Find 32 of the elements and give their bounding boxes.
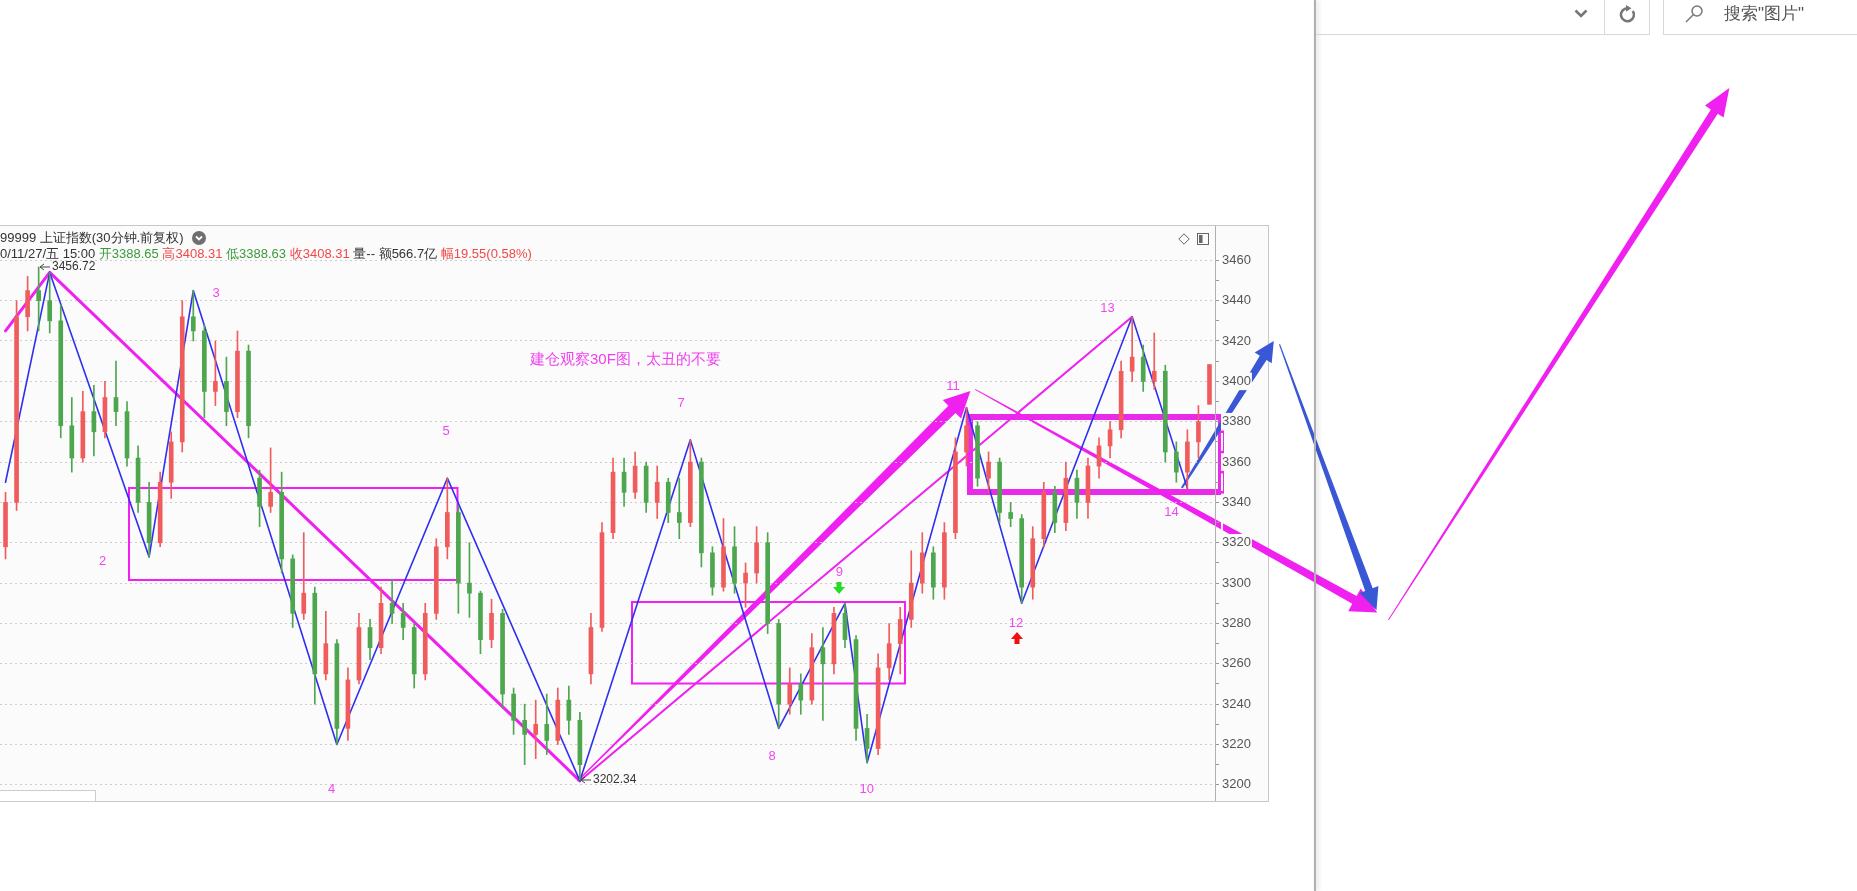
- annotation: 3202.34: [593, 772, 637, 787]
- text: 0/11/27/五 15:00 开3388.65 高3408.31 低3388.63 收3408.31 量-- 额566.7亿 幅19.55(0.58%): [0, 246, 532, 261]
- y-tick-label: 3380: [1222, 413, 1251, 429]
- y-tick-label: 3280: [1222, 615, 1251, 631]
- y-tick-label: 3200: [1222, 776, 1251, 792]
- annotation: 14: [1164, 503, 1179, 519]
- annotation: 11: [946, 377, 960, 393]
- y-tick-label: 3300: [1222, 574, 1251, 590]
- annotation: 建仓观察30F图，太丑的不要: [530, 350, 721, 368]
- y-tick-label: 3460: [1222, 251, 1251, 267]
- annotation: 5: [442, 422, 450, 438]
- annotation: 4: [327, 780, 336, 796]
- y-tick-label: 3440: [1222, 292, 1251, 308]
- y-tick-label: 3220: [1222, 736, 1251, 752]
- annotation: 3: [212, 285, 220, 301]
- chart-title: 99999 上证指数(30分钟.前复权): [0, 230, 184, 246]
- annotation: 3456.72: [52, 259, 96, 274]
- annotation: 9: [835, 563, 843, 579]
- annotation: 10: [859, 780, 874, 796]
- annotation: 2: [98, 552, 107, 568]
- y-tick-label: 3320: [1222, 534, 1251, 550]
- y-tick-label: 3260: [1222, 655, 1251, 671]
- annotation: 8: [768, 748, 776, 764]
- text: 搜索"图片": [1724, 4, 1805, 24]
- y-tick-label: 3340: [1222, 493, 1251, 509]
- y-tick-label: 3400: [1222, 372, 1251, 388]
- y-tick-label: 3240: [1222, 695, 1251, 711]
- annotation: 13: [1100, 299, 1115, 315]
- y-tick-label: 3360: [1222, 453, 1251, 469]
- annotation: 7: [677, 394, 685, 410]
- y-tick-label: 3420: [1222, 332, 1251, 348]
- annotation: 12: [1008, 614, 1024, 630]
